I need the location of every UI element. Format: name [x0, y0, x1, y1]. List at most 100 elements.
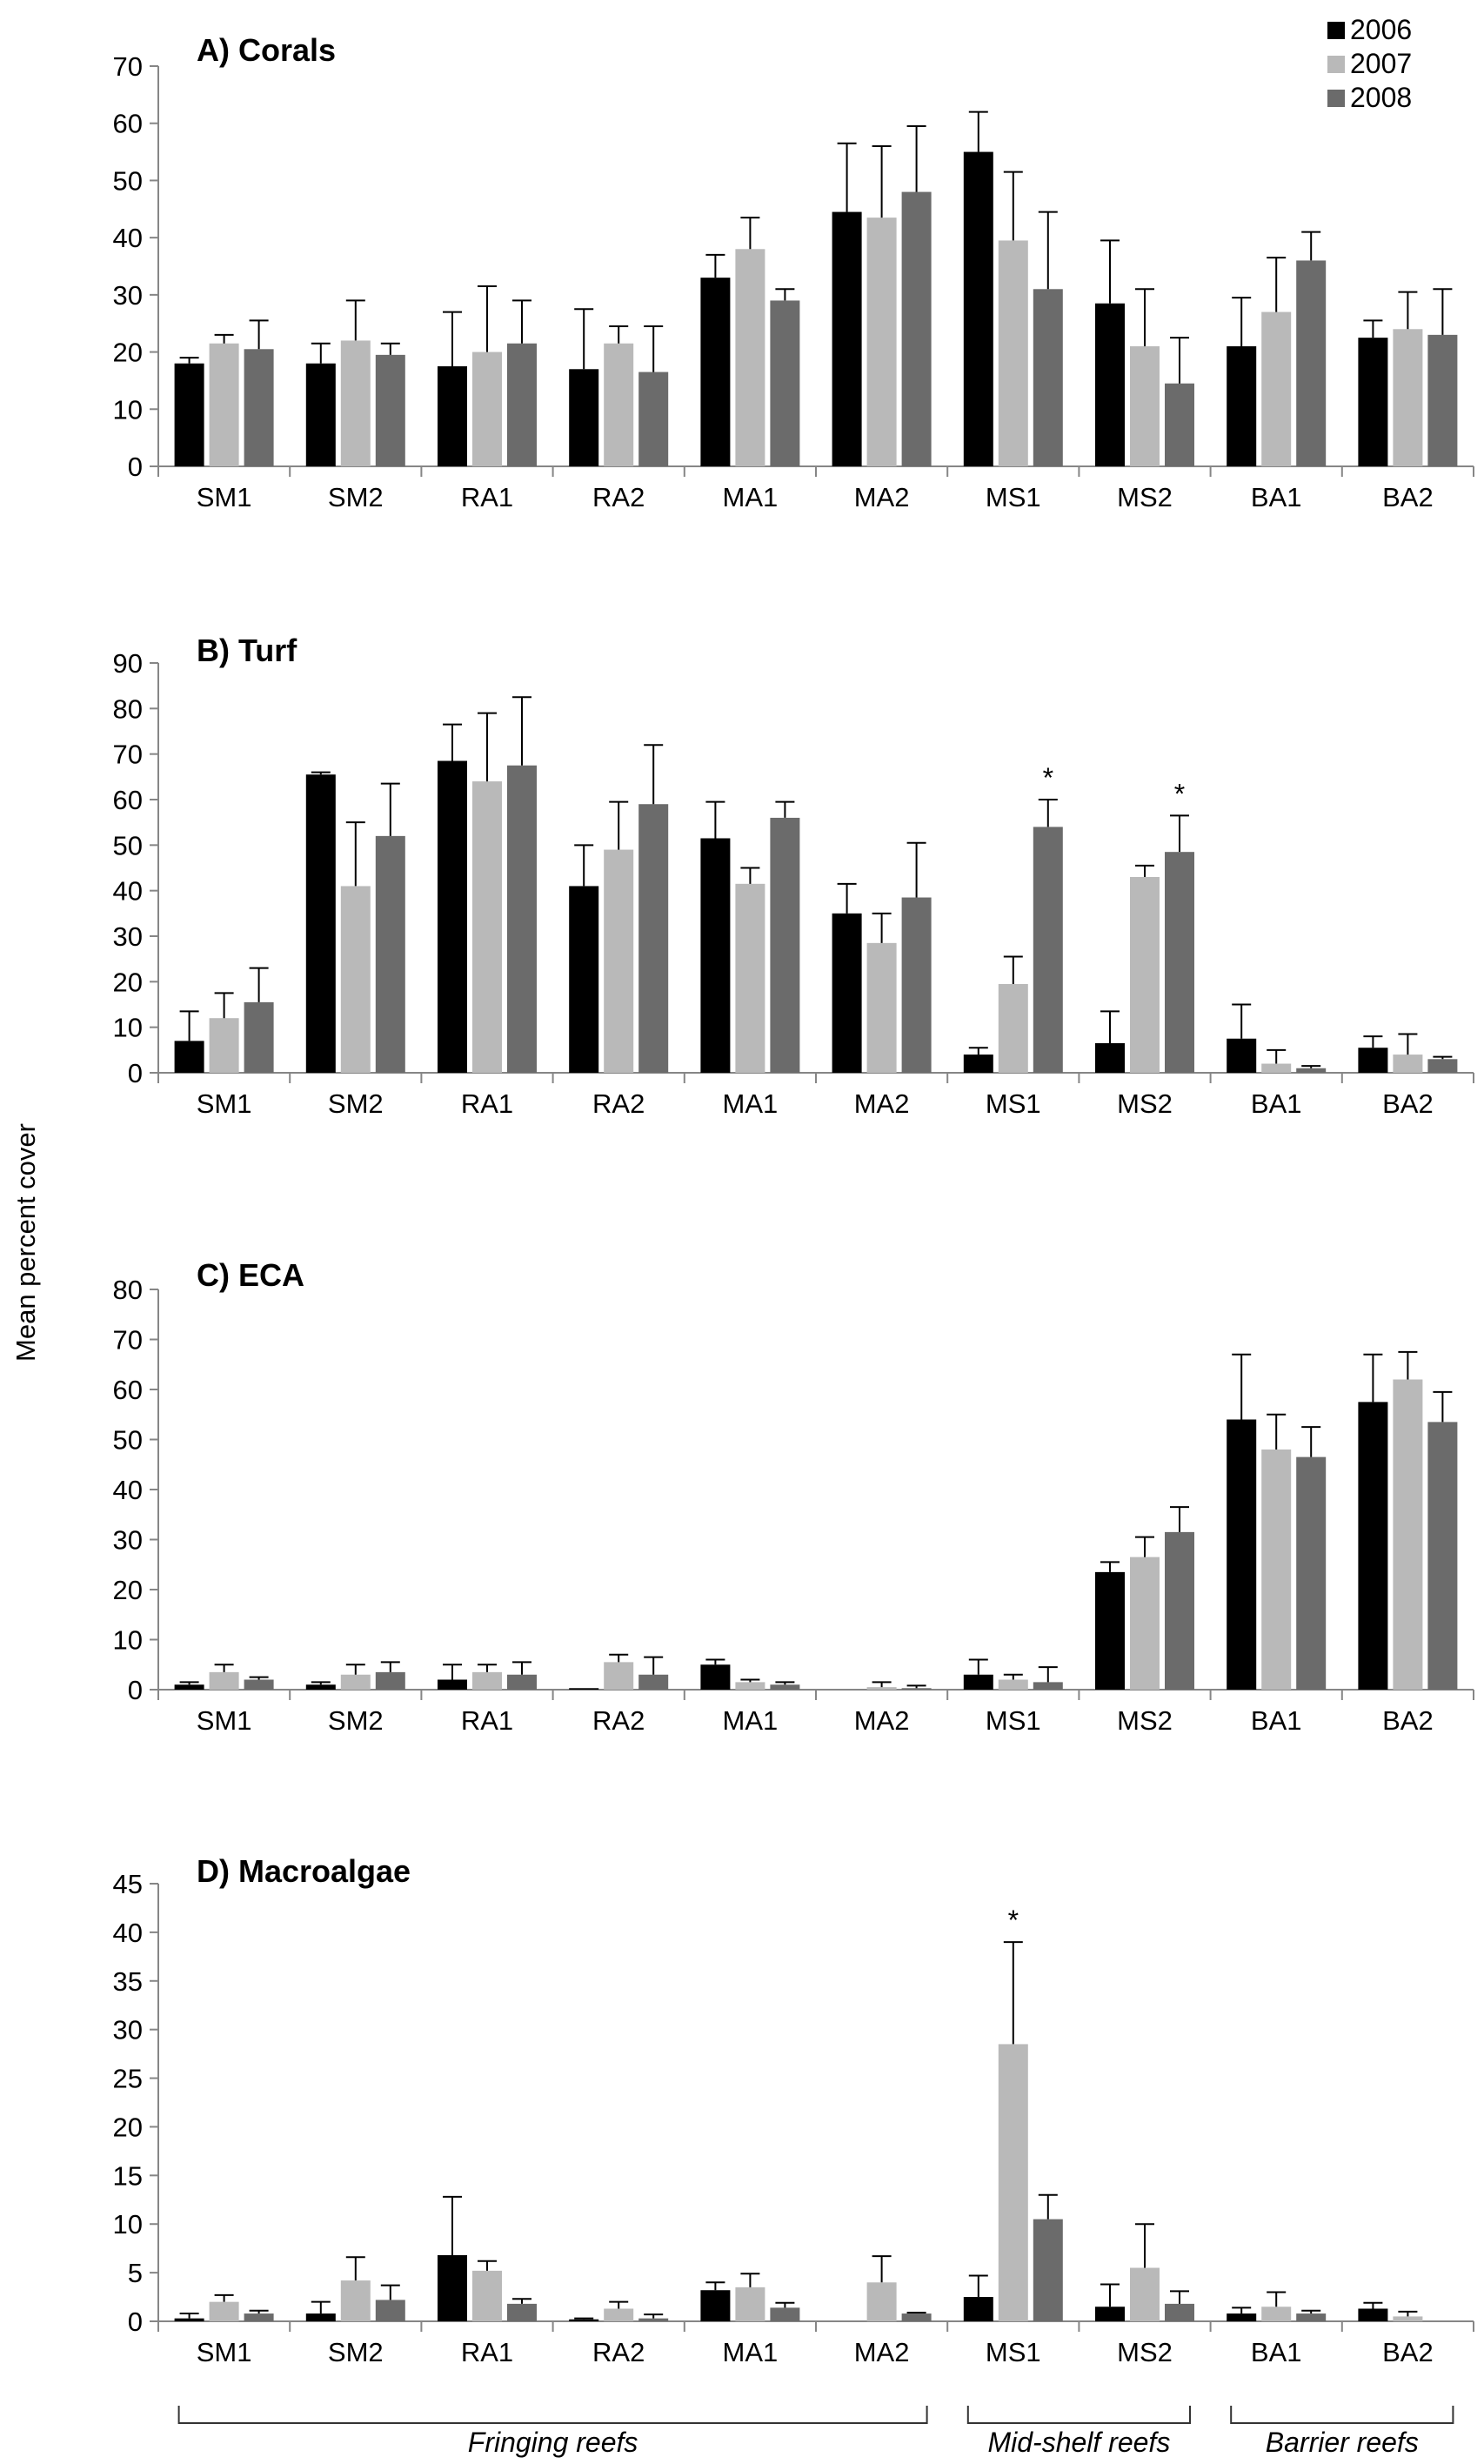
error-bar-ma1-2008 — [775, 800, 795, 818]
bar-ms1-2006 — [963, 151, 993, 467]
category-label: SM1 — [197, 2337, 252, 2367]
bar-ma1-2008 — [770, 1684, 800, 1690]
bar-ms2-2008 — [1165, 2303, 1194, 2321]
error-bar-ra1-2007 — [478, 712, 497, 782]
category-label: BA1 — [1251, 2337, 1302, 2367]
error-bar-ra1-2007 — [478, 285, 497, 352]
bar-ra1-2006 — [438, 1679, 467, 1690]
bar-ms1-2008 — [1033, 289, 1063, 466]
bar-ba2-2007 — [1393, 1379, 1423, 1690]
y-tick-label: 50 — [113, 830, 143, 860]
panel-b-turf: B) Turf 0 10 20 30 40 50 60 70 80 90 SM1 SM2 RA1 RA2 MA… — [113, 633, 1474, 1119]
error-bar-ra2-2007 — [609, 325, 629, 344]
category-sm2: SM2 — [305, 2256, 405, 2367]
bar-ma2-2008 — [901, 1688, 932, 1690]
bar-ra1-2007 — [472, 781, 502, 1073]
category-sm1: SM1 — [174, 967, 274, 1119]
group-bracket — [1230, 2406, 1454, 2424]
bar-ms2-2007 — [1130, 1557, 1160, 1690]
panel-c-eca: C) ECA 0 10 20 30 40 50 60 70 80 SM1 SM2 RA1 RA2 MA1 MA… — [113, 1257, 1474, 1736]
y-tick-label: 40 — [113, 223, 143, 253]
bar-ms1-2007 — [998, 1679, 1028, 1690]
bar-ba1-2008 — [1296, 1068, 1327, 1073]
category-label: RA1 — [461, 2337, 513, 2367]
error-bar-sm1-2006 — [179, 2313, 199, 2319]
group-fringing-reefs: Fringing reefs — [177, 2406, 928, 2458]
error-bar-sm2-2007 — [345, 299, 365, 341]
category-ra1: RA1 — [438, 2195, 537, 2367]
bar-ba2-2008 — [1427, 334, 1458, 466]
bar-sm2-2007 — [340, 886, 371, 1073]
category-label: RA2 — [592, 482, 645, 512]
error-bar-ba1-2006 — [1232, 2307, 1252, 2314]
category-label: SM1 — [197, 482, 252, 512]
error-bar-ma1-2007 — [740, 2273, 760, 2287]
bar-sm2-2008 — [375, 2300, 405, 2321]
category-sm1: SM1 — [174, 319, 274, 512]
bar-sm1-2006 — [174, 1041, 204, 1073]
error-bar-ms2-2007 — [1135, 288, 1154, 346]
error-bar-ms1-2008 — [1038, 1666, 1058, 1683]
error-bar-ba2-2006 — [1363, 2301, 1383, 2309]
y-tick-label: 0 — [128, 1675, 143, 1705]
error-bar-ma2-2007 — [872, 2255, 892, 2283]
bar-ma1-2007 — [735, 883, 765, 1073]
category-label: SM2 — [328, 1705, 384, 1736]
y-tick-label: 90 — [113, 648, 143, 679]
y-tick-label: 15 — [113, 2160, 143, 2191]
error-bar-sm2-2006 — [311, 2300, 331, 2314]
error-bar-ba1-2008 — [1301, 1426, 1321, 1457]
bar-sm1-2007 — [209, 1671, 239, 1690]
bar-ms2-2007 — [1130, 346, 1160, 466]
category-label: MA2 — [854, 1088, 910, 1119]
panel-d-macroalgae: D) Macroalgae 0 5 10 15 20 25 30 35 40 45 SM1 SM2 RA1… — [113, 1853, 1474, 2367]
y-tick-label: 0 — [128, 452, 143, 482]
bar-sm2-2006 — [305, 363, 336, 466]
bar-ms1-2006 — [963, 1055, 993, 1073]
error-bar-ba2-2006 — [1363, 319, 1383, 338]
y-tick-label: 20 — [113, 2112, 143, 2142]
bar-ma1-2007 — [735, 249, 765, 466]
bar-sm1-2007 — [209, 1018, 239, 1073]
legend-item-2008: 2008 — [1327, 82, 1412, 113]
error-bar-ms1-2006 — [968, 1658, 988, 1675]
error-bar-sm2-2007 — [345, 1664, 365, 1675]
legend-label: 2007 — [1350, 48, 1412, 79]
bar-ms1-2007 — [998, 2044, 1028, 2321]
group-barrier-reefs: Barrier reefs — [1230, 2406, 1454, 2458]
bar-ra2-2006 — [569, 886, 599, 1073]
y-tick-label: 50 — [113, 1425, 143, 1456]
category-ba2: BA2 — [1358, 1350, 1458, 1736]
bar-ms1-2006 — [963, 2297, 993, 2321]
category-ma1: MA1 — [700, 2273, 800, 2367]
y-tick-label: 0 — [128, 2307, 143, 2337]
panel-title: A) Corals — [197, 32, 336, 68]
error-bar-ma1-2007 — [740, 1678, 760, 1683]
error-bar-ma2-2007 — [872, 912, 892, 943]
category-ba1: BA1 — [1227, 1003, 1327, 1119]
bar-ma1-2006 — [700, 2290, 731, 2321]
category-ba1: BA1 — [1227, 2291, 1327, 2367]
error-bar-sm1-2008 — [249, 2309, 269, 2314]
error-bar-ma1-2006 — [705, 2281, 725, 2291]
error-bar-ba2-2006 — [1363, 1353, 1383, 1403]
category-label: MA1 — [723, 2337, 779, 2367]
y-tick-label: 40 — [113, 1475, 143, 1505]
category-label: BA2 — [1382, 2337, 1434, 2367]
bar-sm1-2007 — [209, 343, 239, 466]
category-ba2: BA2 — [1358, 288, 1458, 512]
bar-ba2-2006 — [1358, 1402, 1388, 1690]
bar-ra1-2007 — [472, 1671, 502, 1690]
category-ra2: RA2 — [569, 744, 669, 1119]
error-bar-sm2-2008 — [380, 782, 400, 836]
category-ba1: BA1 — [1227, 1353, 1327, 1736]
bar-sm1-2008 — [244, 1679, 274, 1690]
y-tick-label: 45 — [113, 1869, 143, 1899]
group-label: Fringing reefs — [468, 2427, 638, 2458]
bar-ba2-2006 — [1358, 338, 1388, 466]
category-ms1: MS1 — [963, 1658, 1063, 1736]
bar-sm1-2008 — [244, 349, 274, 466]
category-ma2: MA2 — [854, 1681, 932, 1736]
y-axis-label: Mean percent cover — [10, 1123, 41, 1362]
